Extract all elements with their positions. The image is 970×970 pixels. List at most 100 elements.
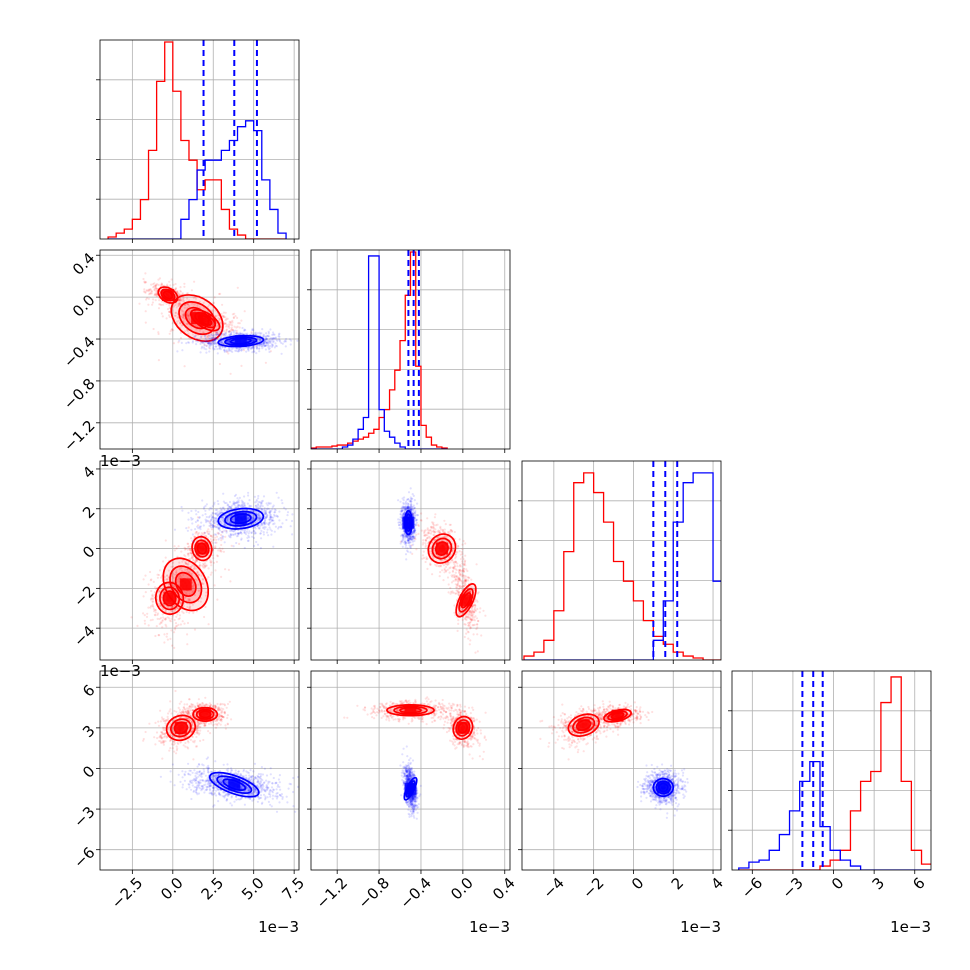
scatter-point: [220, 509, 223, 512]
scatter-point: [142, 277, 145, 281]
scatter-point: [225, 329, 228, 332]
scatter-point: [147, 297, 150, 300]
scatter-point: [234, 501, 237, 504]
scatter-point: [186, 568, 189, 571]
scatter-point: [180, 567, 183, 570]
scatter-point: [268, 521, 271, 525]
scatter-point: [213, 339, 216, 342]
scatter-point: [458, 578, 461, 581]
scatter-point: [422, 550, 425, 553]
scatter-point: [454, 557, 457, 560]
scatter-point: [187, 597, 190, 601]
scatter-point: [238, 503, 241, 507]
scatter-point: [147, 606, 150, 609]
scatter-point: [225, 502, 228, 505]
scatter-point: [209, 333, 213, 336]
scatter-point: [229, 532, 232, 536]
scatter-point: [213, 296, 216, 299]
scatter-point: [412, 535, 415, 538]
scatter-point: [244, 329, 247, 332]
scatter-point: [458, 578, 461, 581]
scatter-point: [256, 525, 259, 528]
scatter-point: [213, 533, 216, 536]
scatter-point: [156, 576, 159, 579]
scatter-point: [256, 337, 259, 340]
scatter-point: [220, 323, 223, 326]
scatter-point: [456, 584, 459, 587]
scatter-point: [277, 527, 280, 530]
scatter-point: [145, 615, 149, 619]
scatter-point: [288, 338, 291, 341]
scatter-point: [170, 609, 173, 613]
scatter-point: [230, 326, 233, 329]
scatter-point: [220, 334, 223, 338]
scatter-point: [246, 332, 249, 335]
scatter-point: [220, 341, 223, 344]
scatter-point: [237, 532, 240, 535]
scatter-point: [452, 579, 455, 583]
scatter-point: [206, 519, 209, 522]
scatter-point: [214, 569, 217, 572]
scatter-point: [186, 552, 189, 555]
scatter-point: [239, 333, 242, 336]
scatter-point: [230, 544, 233, 547]
scatter-point: [144, 281, 148, 284]
scatter-point: [205, 344, 208, 347]
scatter-point: [197, 527, 200, 530]
scatter-point: [178, 292, 181, 295]
scatter-point: [189, 566, 193, 569]
scatter-point: [201, 499, 204, 502]
scatter-point: [180, 309, 183, 312]
scatter-point: [209, 342, 212, 345]
scatter-point: [212, 336, 215, 339]
scatter-point: [444, 569, 448, 572]
scatter-point: [462, 574, 465, 578]
scatter-point: [183, 548, 187, 551]
scatter-point: [263, 523, 266, 526]
scatter-point: [211, 542, 214, 545]
scatter-point: [210, 540, 213, 543]
scatter-point: [252, 345, 255, 348]
scatter-point: [438, 555, 441, 558]
scatter-point: [224, 331, 227, 335]
scatter-point: [149, 288, 152, 291]
scatter-point: [472, 610, 475, 614]
scatter-point: [289, 525, 292, 528]
scatter-point: [475, 627, 478, 631]
scatter-point: [275, 491, 278, 494]
scatter-point: [424, 544, 427, 547]
scatter-point: [155, 284, 158, 287]
scatter-point: [209, 534, 212, 537]
scatter-point: [457, 593, 460, 596]
scatter-point: [198, 525, 201, 528]
scatter-point: [470, 610, 474, 614]
scatter-point: [240, 499, 243, 502]
scatter-point: [272, 523, 275, 526]
scatter-point: [274, 509, 277, 512]
scatter-point: [240, 349, 243, 352]
scatter-point: [216, 598, 219, 601]
scatter-point: [234, 349, 237, 352]
scatter-point: [256, 543, 260, 546]
scatter-point: [256, 344, 260, 347]
scatter-point: [232, 533, 235, 536]
scatter-point: [461, 585, 464, 588]
scatter-point: [259, 516, 262, 520]
scatter-point: [467, 622, 470, 625]
scatter-point: [237, 532, 240, 535]
scatter-point: [458, 577, 461, 580]
scatter-point: [214, 518, 217, 521]
scatter-point: [243, 495, 246, 498]
scatter-point: [411, 532, 414, 535]
scatter-point: [200, 347, 203, 350]
scatter-point: [200, 574, 203, 577]
scatter-point: [204, 341, 208, 344]
scatter-point: [234, 332, 237, 335]
scatter-point: [261, 328, 264, 331]
scatter-point: [412, 513, 415, 516]
scatter-point: [232, 502, 235, 505]
scatter-point: [266, 514, 269, 517]
scatter-point: [195, 337, 198, 340]
scatter-point: [469, 618, 472, 621]
scatter-point: [261, 526, 265, 530]
